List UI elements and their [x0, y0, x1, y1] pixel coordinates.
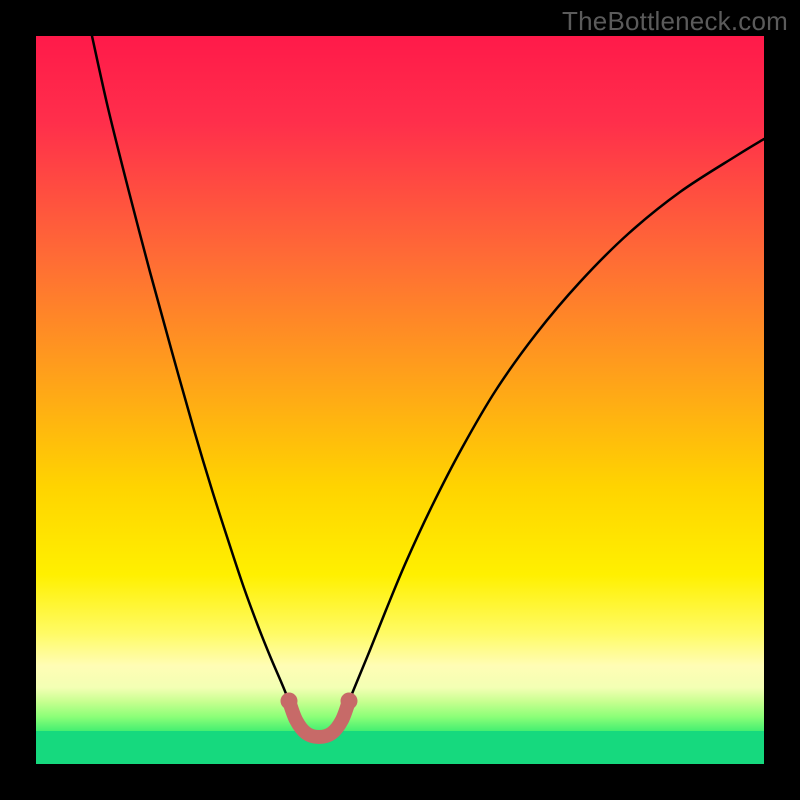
bottleneck-curve-left — [92, 36, 289, 701]
watermark-text: TheBottleneck.com — [562, 6, 788, 37]
optimum-valley-marker — [289, 701, 349, 737]
curve-layer — [36, 36, 764, 764]
optimum-endpoint-right — [341, 693, 358, 710]
bottleneck-curve-right — [349, 139, 764, 701]
optimum-endpoint-left — [281, 693, 298, 710]
bottleneck-chart — [36, 36, 764, 764]
